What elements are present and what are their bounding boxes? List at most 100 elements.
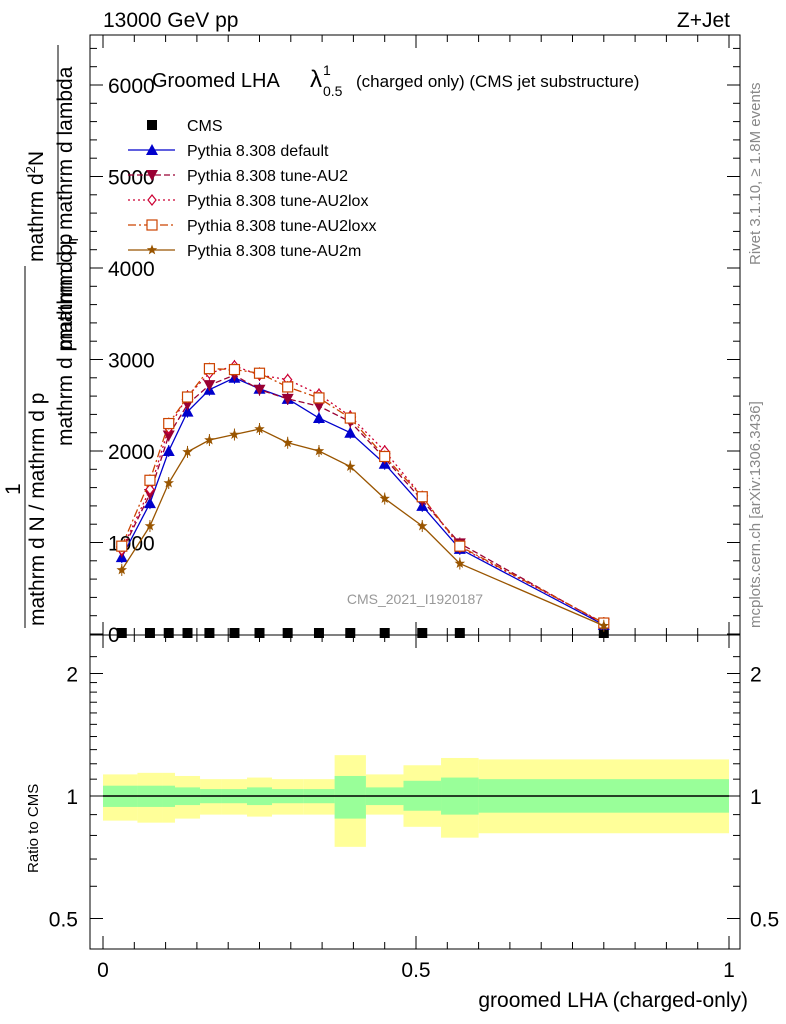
data-point bbox=[281, 393, 294, 405]
main-y-axis-title: mathrm d2N mathrm d pT mathrm d lambda 1 m… bbox=[2, 45, 81, 628]
data-point bbox=[182, 446, 193, 457]
data-point bbox=[417, 628, 428, 638]
legend-entry: Pythia 8.308 tune-AU2m bbox=[128, 243, 361, 260]
chart-title: Groomed LHA λ 1 0.5 (charged only) (CMS … bbox=[152, 62, 639, 99]
ratio-panel: 0.5 0.51 12 2 0 0.5 1 Ratio to CMS groomed LH… bbox=[25, 634, 779, 1012]
data-point bbox=[162, 445, 175, 456]
data-point bbox=[228, 363, 241, 376]
main-y-tick-label: 1000 bbox=[108, 533, 155, 556]
legend-label: Pythia 8.308 default bbox=[187, 143, 329, 160]
legend-marker bbox=[147, 120, 157, 130]
data-point bbox=[345, 628, 356, 638]
ratio-band-inner bbox=[334, 775, 366, 819]
ratio-x-tick-label: 1 bbox=[723, 959, 735, 982]
series-line bbox=[121, 367, 605, 624]
series-line bbox=[121, 377, 605, 626]
y-title-den-sub: T bbox=[66, 236, 81, 244]
ratio-panel-frame bbox=[89, 634, 741, 950]
x-axis-title: groomed LHA (charged-only) bbox=[478, 989, 748, 1012]
data-point bbox=[229, 628, 240, 638]
legend-entry: Pythia 8.308 tune-AU2lox bbox=[128, 193, 368, 210]
data-point bbox=[345, 461, 356, 471]
main-watermark: CMS_2021_I1920187 bbox=[347, 591, 483, 607]
data-point bbox=[253, 384, 266, 396]
legend: CMS Pythia 8.308 default Pythia 8.308 tune… bbox=[128, 118, 376, 260]
data-point bbox=[282, 381, 294, 393]
y-title-mid: mathrm d pmathrm d p bbox=[54, 234, 77, 446]
data-point bbox=[163, 628, 174, 638]
main-y-tick-label: 5000 bbox=[108, 167, 155, 190]
y-title-numerator-1: mathrm d2N bbox=[23, 151, 48, 262]
series-line bbox=[121, 428, 605, 627]
chart-title-superscript: 1 bbox=[323, 62, 331, 78]
series-layer bbox=[115, 359, 610, 638]
data-point bbox=[181, 391, 194, 403]
legend-entry: Pythia 8.308 tune-AU2 bbox=[128, 168, 348, 185]
main-axis-ticks bbox=[90, 35, 740, 635]
legend-label: CMS bbox=[187, 118, 223, 135]
ratio-y-tick-labels: 0.5 0.5 1 1 2 2 bbox=[49, 664, 779, 932]
data-point bbox=[254, 628, 265, 638]
data-point bbox=[312, 412, 325, 424]
data-point bbox=[163, 417, 175, 430]
data-point bbox=[144, 474, 156, 486]
y-title-one: 1 bbox=[2, 483, 25, 495]
chart-title-lambda: λ bbox=[310, 66, 322, 93]
data-point bbox=[598, 628, 609, 638]
data-point bbox=[344, 412, 356, 424]
data-point bbox=[454, 540, 466, 552]
data-point bbox=[203, 380, 216, 392]
data-point bbox=[379, 450, 391, 463]
legend-label: Pythia 8.308 tune-AU2loxx bbox=[187, 218, 376, 235]
ratio-y-tick-label: 0.5 bbox=[49, 909, 78, 932]
data-point bbox=[313, 628, 324, 638]
chart-title-main: Groomed LHA bbox=[152, 70, 280, 92]
data-point bbox=[416, 491, 428, 503]
data-point bbox=[253, 367, 266, 379]
data-point bbox=[143, 497, 156, 509]
data-point bbox=[145, 483, 155, 496]
y-title-denominator-top: mathrm d pT mathrm d lambda bbox=[54, 66, 81, 350]
legend-label: Pythia 8.308 tune-AU2lox bbox=[187, 193, 368, 210]
data-point bbox=[163, 477, 174, 488]
rivet-version-label: Rivet 3.1.10, ≥ 1.8M events bbox=[747, 83, 764, 266]
ratio-x-tick-labels: 0 0.5 1 bbox=[97, 959, 735, 982]
data-point bbox=[312, 401, 325, 413]
ratio-x-tick-label: 0.5 bbox=[401, 959, 430, 982]
data-point bbox=[417, 520, 428, 531]
mcplots-reference-label: mcplots.cern.ch [arXiv:1306.3436] bbox=[747, 401, 764, 628]
main-y-tick-label: 4000 bbox=[108, 258, 155, 281]
main-y-tick-label: 2000 bbox=[108, 441, 155, 464]
data-point bbox=[203, 363, 216, 375]
legend-entry: Pythia 8.308 default bbox=[128, 143, 329, 160]
main-y-tick-label: 6000 bbox=[108, 75, 155, 98]
legend-entry: Pythia 8.308 tune-AU2loxx bbox=[128, 218, 376, 235]
legend-entry: CMS bbox=[147, 118, 223, 135]
header-process-energy: 13000 GeV pp bbox=[103, 9, 238, 32]
data-point bbox=[116, 628, 127, 638]
data-point bbox=[116, 564, 127, 575]
legend-marker bbox=[146, 219, 158, 231]
legend-marker bbox=[147, 194, 157, 206]
header-channel: Z+Jet bbox=[677, 9, 730, 32]
ratio-axis-ticks bbox=[90, 635, 740, 949]
data-point bbox=[282, 437, 293, 448]
series-line bbox=[121, 374, 605, 625]
legend-label: Pythia 8.308 tune-AU2m bbox=[187, 243, 361, 260]
main-y-tick-label: 3000 bbox=[108, 350, 155, 373]
data-point bbox=[254, 423, 265, 434]
data-point bbox=[379, 493, 390, 503]
ratio-y-tick-label-right: 2 bbox=[750, 664, 762, 687]
data-point bbox=[229, 429, 240, 439]
data-point bbox=[116, 540, 128, 552]
y-title-den-tail: mathrm d lambda bbox=[54, 66, 77, 236]
data-point bbox=[598, 620, 609, 631]
data-point bbox=[454, 558, 466, 568]
data-point bbox=[313, 445, 325, 456]
chart-title-subscript: 0.5 bbox=[323, 83, 343, 99]
data-point bbox=[313, 392, 325, 404]
series-pythia-8-308-tune-au2m bbox=[116, 423, 609, 632]
data-point bbox=[282, 628, 293, 638]
